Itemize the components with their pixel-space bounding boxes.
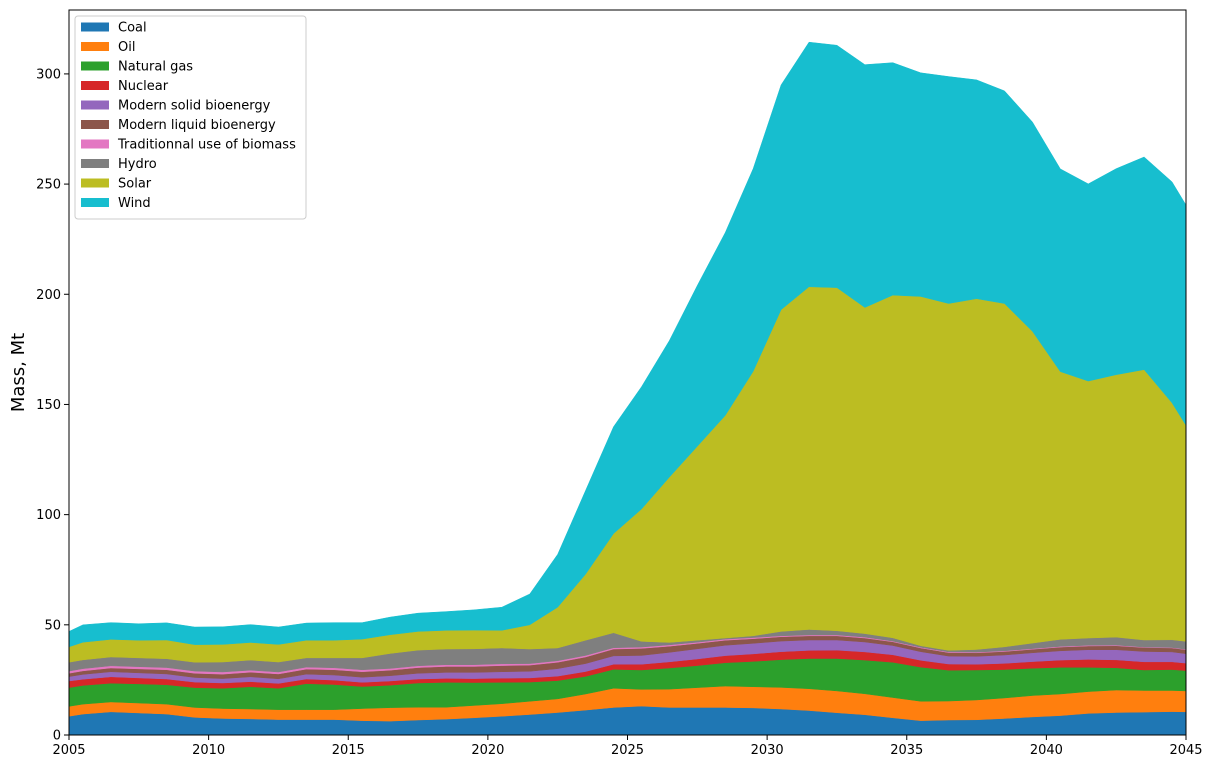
legend-label-modern-solid-bioenergy: Modern solid bioenergy bbox=[118, 99, 271, 114]
x-tick-label-2005: 2005 bbox=[52, 743, 85, 758]
y-axis: 0 50 100 150 200 250 300 bbox=[36, 67, 69, 744]
legend-swatch-traditionnal-use-of-biomass bbox=[81, 139, 109, 149]
legend-label-hydro: Hydro bbox=[118, 157, 157, 172]
legend-label-solar: Solar bbox=[118, 177, 152, 192]
x-tick-label-2025: 2025 bbox=[611, 743, 644, 758]
legend-label-oil: Oil bbox=[118, 40, 135, 55]
legend-swatch-modern-solid-bioenergy bbox=[81, 100, 109, 110]
legend-label-coal: Coal bbox=[118, 21, 147, 36]
legend-label-nuclear: Nuclear bbox=[118, 79, 169, 94]
legend-label-traditionnal-use-of-biomass: Traditionnal use of biomass bbox=[117, 138, 296, 153]
legend-swatch-coal bbox=[81, 22, 109, 32]
y-axis-title: Mass, Mt bbox=[8, 333, 29, 412]
legend-box bbox=[74, 15, 307, 220]
y-tick-label-100: 100 bbox=[36, 508, 61, 523]
legend-swatch-modern-liquid-bioenergy bbox=[81, 120, 109, 129]
y-tick-label-200: 200 bbox=[36, 288, 61, 303]
legend-swatch-wind bbox=[81, 198, 109, 207]
legend-label-modern-liquid-bioenergy: Modern liquid bioenergy bbox=[118, 118, 276, 133]
legend-swatch-hydro bbox=[81, 159, 109, 168]
legend-swatch-oil bbox=[81, 42, 109, 51]
x-tick-label-2020: 2020 bbox=[471, 743, 504, 758]
x-tick-label-2035: 2035 bbox=[890, 743, 923, 758]
legend-swatch-natural-gas bbox=[81, 61, 109, 71]
legend-label-wind: Wind bbox=[118, 196, 151, 211]
legend: Coal Oil Natural gas Nuclear Modern solid bi… bbox=[74, 15, 307, 220]
legend-swatch-solar bbox=[81, 178, 109, 188]
y-tick-label-250: 250 bbox=[36, 178, 61, 193]
stacked-areas bbox=[68, 41, 1187, 736]
x-tick-label-2010: 2010 bbox=[192, 743, 225, 758]
legend-label-natural-gas: Natural gas bbox=[118, 60, 193, 75]
x-axis: 2005 2010 2015 2020 2025 2030 2035 2040 2045 bbox=[52, 735, 1203, 758]
y-tick-label-300: 300 bbox=[36, 67, 61, 82]
y-tick-label-0: 0 bbox=[53, 729, 61, 744]
x-tick-label-2045: 2045 bbox=[1169, 743, 1202, 758]
x-tick-label-2015: 2015 bbox=[332, 743, 365, 758]
legend-swatch-nuclear bbox=[81, 81, 109, 90]
y-tick-label-50: 50 bbox=[44, 618, 61, 633]
x-tick-label-2040: 2040 bbox=[1030, 743, 1063, 758]
y-tick-label-150: 150 bbox=[36, 398, 61, 413]
x-tick-label-2030: 2030 bbox=[751, 743, 784, 758]
